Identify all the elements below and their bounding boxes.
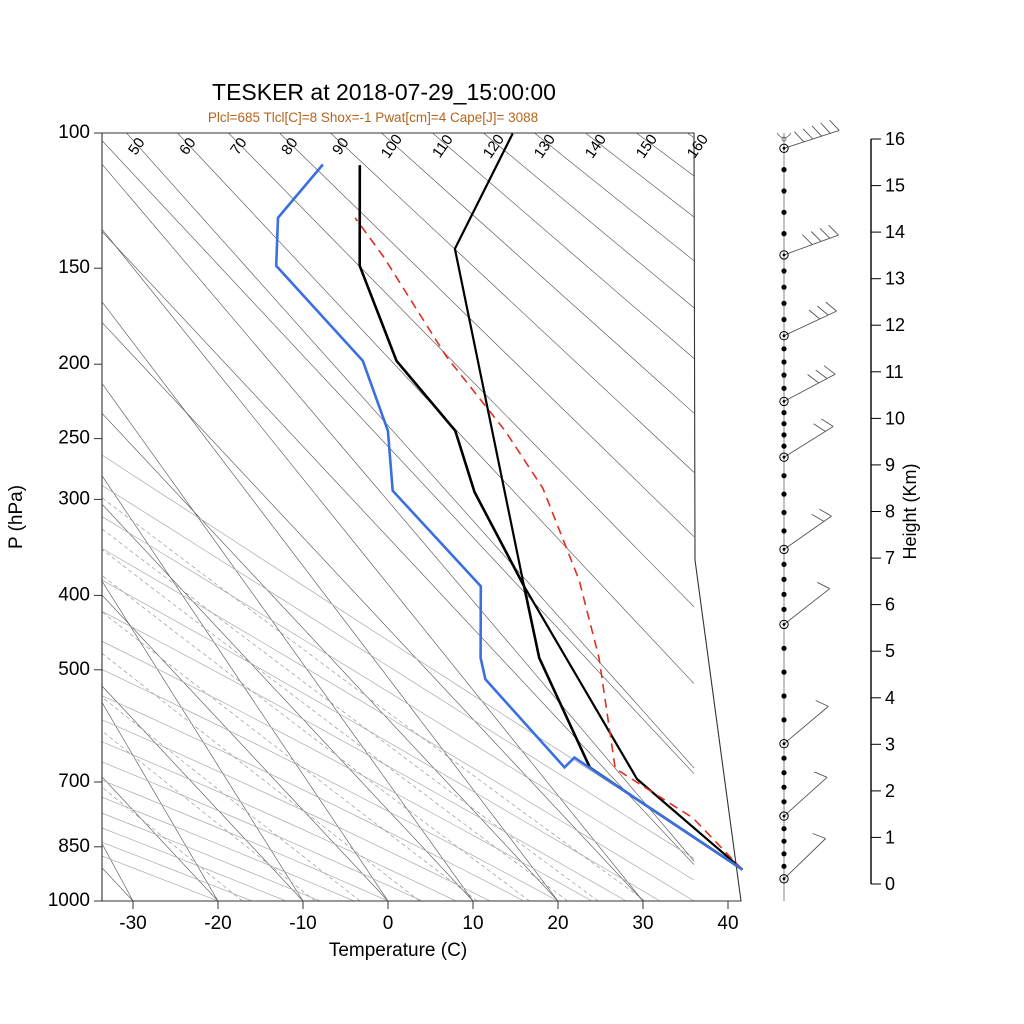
svg-text:1000: 1000 (48, 890, 90, 911)
svg-text:9: 9 (885, 455, 895, 475)
svg-text:100: 100 (378, 131, 406, 161)
svg-text:130: 130 (531, 131, 559, 161)
svg-text:Plcl=685 Tlcl[C]=8 Shox=-1 Pwa: Plcl=685 Tlcl[C]=8 Shox=-1 Pwat[cm]=4 Ca… (208, 110, 538, 125)
svg-text:13: 13 (885, 269, 905, 289)
svg-text:1: 1 (885, 827, 895, 847)
svg-text:16: 16 (885, 129, 905, 149)
svg-text:-10: -10 (289, 913, 316, 934)
svg-text:10: 10 (885, 408, 905, 428)
svg-text:10: 10 (462, 913, 483, 934)
svg-text:Temperature (C): Temperature (C) (329, 940, 467, 961)
svg-text:P (hPa): P (hPa) (6, 485, 27, 549)
svg-text:0: 0 (885, 874, 895, 894)
svg-text:30: 30 (632, 913, 653, 934)
svg-text:11: 11 (885, 362, 904, 382)
svg-text:150: 150 (58, 257, 90, 278)
svg-text:3: 3 (885, 734, 895, 754)
svg-text:50: 50 (125, 135, 148, 158)
svg-text:Height (Km): Height (Km) (900, 463, 920, 559)
svg-text:150: 150 (633, 131, 661, 161)
svg-text:6: 6 (885, 595, 895, 615)
svg-text:70: 70 (227, 135, 250, 158)
svg-text:250: 250 (58, 428, 90, 449)
svg-text:90: 90 (329, 135, 352, 158)
svg-text:12: 12 (885, 315, 905, 335)
svg-text:100: 100 (58, 122, 90, 143)
svg-text:200: 200 (58, 353, 90, 374)
svg-text:5: 5 (885, 641, 895, 661)
svg-text:7: 7 (885, 548, 895, 568)
svg-text:140: 140 (582, 131, 610, 161)
svg-text:110: 110 (429, 132, 457, 161)
svg-text:500: 500 (58, 659, 90, 680)
svg-text:60: 60 (176, 135, 199, 158)
svg-text:700: 700 (58, 771, 90, 792)
svg-text:300: 300 (58, 488, 90, 509)
svg-text:400: 400 (58, 584, 90, 605)
svg-text:20: 20 (547, 913, 568, 934)
svg-text:160: 160 (684, 131, 712, 161)
svg-text:120: 120 (480, 131, 508, 161)
svg-text:-20: -20 (204, 913, 231, 934)
svg-text:2: 2 (885, 781, 895, 801)
svg-text:15: 15 (885, 176, 905, 196)
svg-text:8: 8 (885, 502, 895, 522)
svg-text:850: 850 (58, 836, 90, 857)
svg-text:80: 80 (278, 135, 301, 158)
svg-text:0: 0 (383, 913, 394, 934)
svg-text:14: 14 (885, 222, 905, 242)
svg-text:-30: -30 (119, 913, 146, 934)
svg-text:40: 40 (717, 913, 738, 934)
svg-text:4: 4 (885, 688, 895, 708)
svg-text:TESKER at 2018-07-29_15:00:00: TESKER at 2018-07-29_15:00:00 (212, 79, 556, 105)
